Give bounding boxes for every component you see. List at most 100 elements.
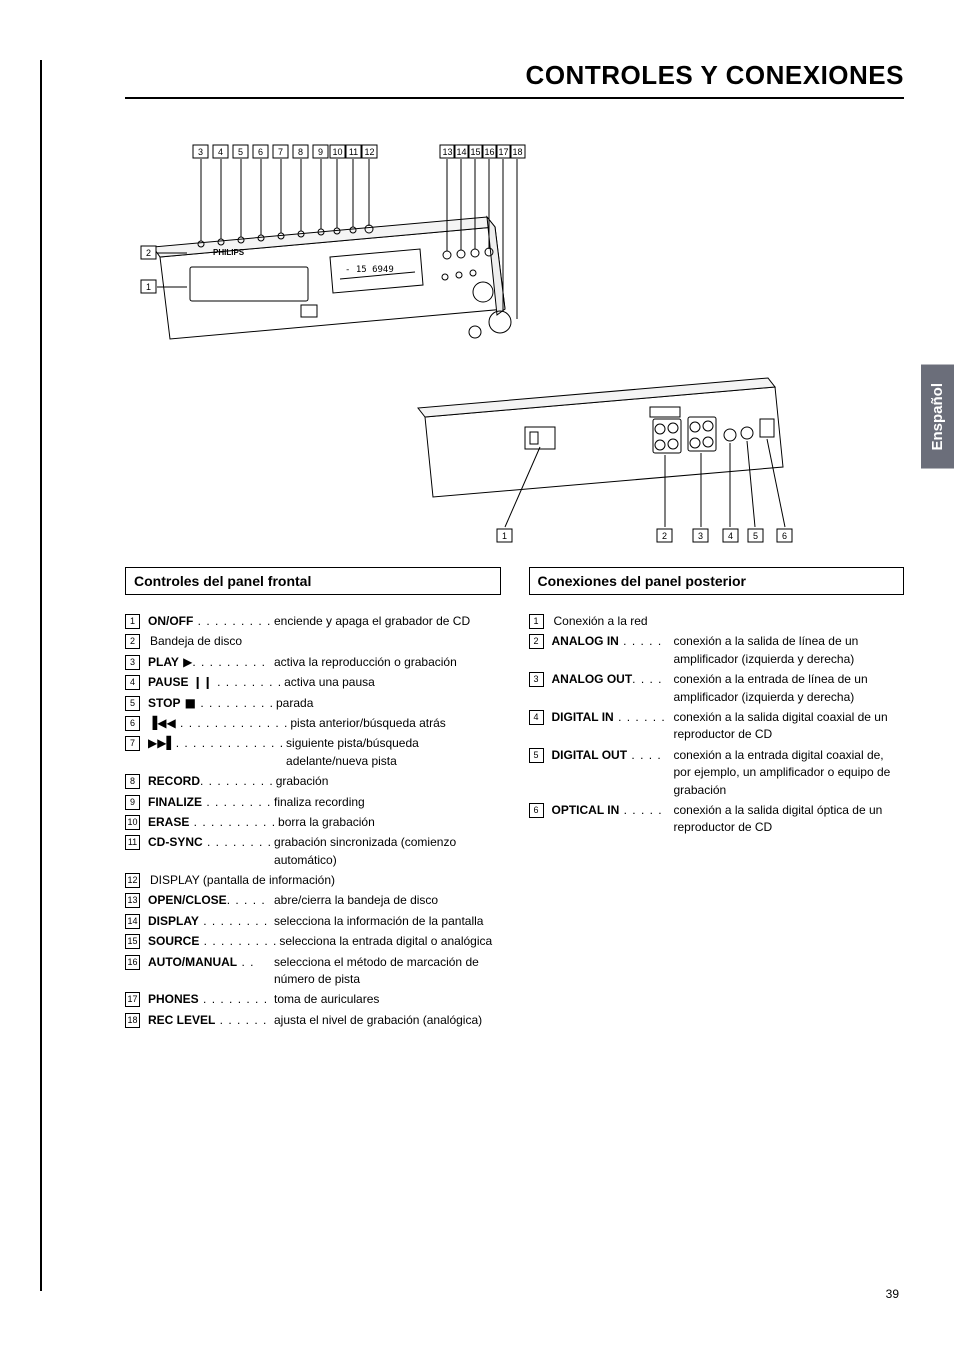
front-panel-column: Controles del panel frontal 1ON/OFF . . … — [125, 567, 501, 1032]
item-label-group: ANALOG OUT. . . . — [552, 671, 672, 688]
list-item: 1Conexión a la red — [529, 613, 905, 630]
item-number: 4 — [529, 710, 544, 725]
item-description: toma de auriculares — [272, 991, 501, 1008]
list-item: 3 ANALOG OUT. . . . conexión a la entrada… — [529, 671, 905, 706]
list-item: 14DISPLAY . . . . . . . . selecciona la … — [125, 913, 501, 930]
item-number: 14 — [125, 914, 140, 929]
item-number: 4 — [125, 675, 140, 690]
item-label-group: RECORD. . . . . . . . . — [148, 773, 274, 790]
item-label-group: ERASE . . . . . . . . . . — [148, 814, 276, 831]
item-description: siguiente pista/búsqueda adelante/nueva … — [284, 735, 500, 770]
item-number: 3 — [529, 672, 544, 687]
item-number: 6 — [125, 716, 140, 731]
svg-text:9: 9 — [318, 147, 323, 157]
list-item: 5STOP ■ . . . . . . . . . parada — [125, 695, 501, 712]
svg-text:12: 12 — [364, 147, 374, 157]
item-description: activa la reproducción o grabación — [272, 654, 501, 671]
device-diagram: PHILIPS - 15 6949 — [125, 127, 885, 547]
svg-text:15: 15 — [470, 147, 480, 157]
item-number: 5 — [529, 748, 544, 763]
svg-text:14: 14 — [456, 147, 466, 157]
item-label-group: PHONES . . . . . . . . — [148, 991, 272, 1008]
item-number: 1 — [529, 614, 544, 629]
item-label-group: STOP ■ . . . . . . . . . — [148, 695, 274, 712]
item-description: selecciona el método de marcación de núm… — [272, 954, 501, 989]
svg-text:- 15 6949: - 15 6949 — [345, 265, 394, 275]
page-number: 39 — [886, 1287, 899, 1301]
list-item: 2ANALOG IN . . . . . conexión a la salid… — [529, 633, 905, 668]
item-description: abre/cierra la bandeja de disco — [272, 892, 501, 909]
svg-text:18: 18 — [512, 147, 522, 157]
list-item: 8 RECORD. . . . . . . . . grabación — [125, 773, 501, 790]
list-item: 16 AUTO/MANUAL . . selecciona el método d… — [125, 954, 501, 989]
svg-text:1: 1 — [146, 282, 151, 292]
svg-text:1: 1 — [502, 531, 507, 541]
item-label-group: AUTO/MANUAL . . — [148, 954, 272, 971]
item-number: 18 — [125, 1013, 140, 1028]
item-label-group: ▐◀◀ . . . . . . . . . . . . . — [148, 715, 288, 732]
svg-text:5: 5 — [238, 147, 243, 157]
rear-panel-list: 1Conexión a la red 2ANALOG IN . . . . . c… — [529, 613, 905, 837]
list-item: 4 PAUSE ❙❙ . . . . . . . . activa una pau… — [125, 674, 501, 691]
svg-text:13: 13 — [442, 147, 452, 157]
svg-text:2: 2 — [146, 248, 151, 258]
item-number: 16 — [125, 955, 140, 970]
item-number: 7 — [125, 736, 140, 751]
page-title: CONTROLES Y CONEXIONES — [125, 60, 904, 99]
item-number: 6 — [529, 803, 544, 818]
svg-text:4: 4 — [218, 147, 223, 157]
item-number: 2 — [529, 634, 544, 649]
item-description: borra la grabación — [276, 814, 500, 831]
item-description: conexión a la entrada de línea de un amp… — [672, 671, 905, 706]
item-number: 15 — [125, 934, 140, 949]
language-tab: Enspañol — [921, 365, 954, 469]
item-description: grabación — [274, 773, 501, 790]
item-description: conexión a la salida de línea de un ampl… — [672, 633, 905, 668]
item-label-group: FINALIZE . . . . . . . . — [148, 794, 272, 811]
front-panel-heading: Controles del panel frontal — [125, 567, 501, 595]
item-description: ajusta el nivel de grabación (analógica) — [272, 1012, 501, 1029]
item-number: 13 — [125, 893, 140, 908]
item-description: pista anterior/búsqueda atrás — [288, 715, 500, 732]
item-label-group: SOURCE . . . . . . . . . — [148, 933, 277, 950]
item-number: 10 — [125, 815, 140, 830]
svg-text:3: 3 — [698, 531, 703, 541]
svg-text:11: 11 — [349, 147, 358, 157]
svg-text:17: 17 — [498, 147, 508, 157]
list-item: 3PLAY ▶. . . . . . . . . activa la repro… — [125, 654, 501, 671]
item-number: 3 — [125, 655, 140, 670]
item-description: conexión a la salida digital coaxial de … — [672, 709, 905, 744]
item-description: grabación sincronizada (comienzo automát… — [272, 834, 500, 869]
list-item: 10 ERASE . . . . . . . . . . borra la gra… — [125, 814, 501, 831]
list-item: 1ON/OFF . . . . . . . . . enciende y apa… — [125, 613, 501, 630]
list-item: 11 CD-SYNC . . . . . . . .grabación sincr… — [125, 834, 501, 869]
item-label-group: PAUSE ❙❙ . . . . . . . . — [148, 674, 282, 691]
item-description: enciende y apaga el grabador de CD — [272, 613, 501, 630]
item-description: activa una pausa — [282, 674, 500, 691]
list-item: 2Bandeja de disco — [125, 633, 501, 650]
list-item: 6OPTICAL IN . . . . . conexión a la sali… — [529, 802, 905, 837]
svg-text:6: 6 — [258, 147, 263, 157]
item-number: 12 — [125, 873, 140, 888]
item-label-group: ▶▶▌. . . . . . . . . . . . . — [148, 735, 284, 752]
item-label-group: CD-SYNC . . . . . . . . — [148, 834, 272, 851]
item-number: 11 — [125, 835, 140, 850]
svg-text:16: 16 — [484, 147, 494, 157]
list-item: 18REC LEVEL . . . . . . ajusta el nivel … — [125, 1012, 501, 1029]
list-item: 9FINALIZE . . . . . . . . finaliza recor… — [125, 794, 501, 811]
vertical-rule — [40, 60, 42, 1291]
list-item: 7 ▶▶▌. . . . . . . . . . . . . siguiente … — [125, 735, 501, 770]
svg-text:2: 2 — [662, 531, 667, 541]
item-number: 17 — [125, 992, 140, 1007]
svg-text:3: 3 — [198, 147, 203, 157]
list-item: 12DISPLAY (pantalla de información) — [125, 872, 501, 889]
item-description: conexión a la entrada digital coaxial de… — [672, 747, 905, 799]
list-item: 17 PHONES . . . . . . . . toma de auricul… — [125, 991, 501, 1008]
item-description: conexión a la salida digital óptica de u… — [672, 802, 905, 837]
svg-text:5: 5 — [753, 531, 758, 541]
item-number: 9 — [125, 795, 140, 810]
item-number: 8 — [125, 774, 140, 789]
item-text: Bandeja de disco — [148, 633, 501, 650]
item-label-group: DIGITAL OUT . . . . — [552, 747, 672, 764]
rear-panel-column: Conexiones del panel posterior 1Conexión… — [529, 567, 905, 1032]
